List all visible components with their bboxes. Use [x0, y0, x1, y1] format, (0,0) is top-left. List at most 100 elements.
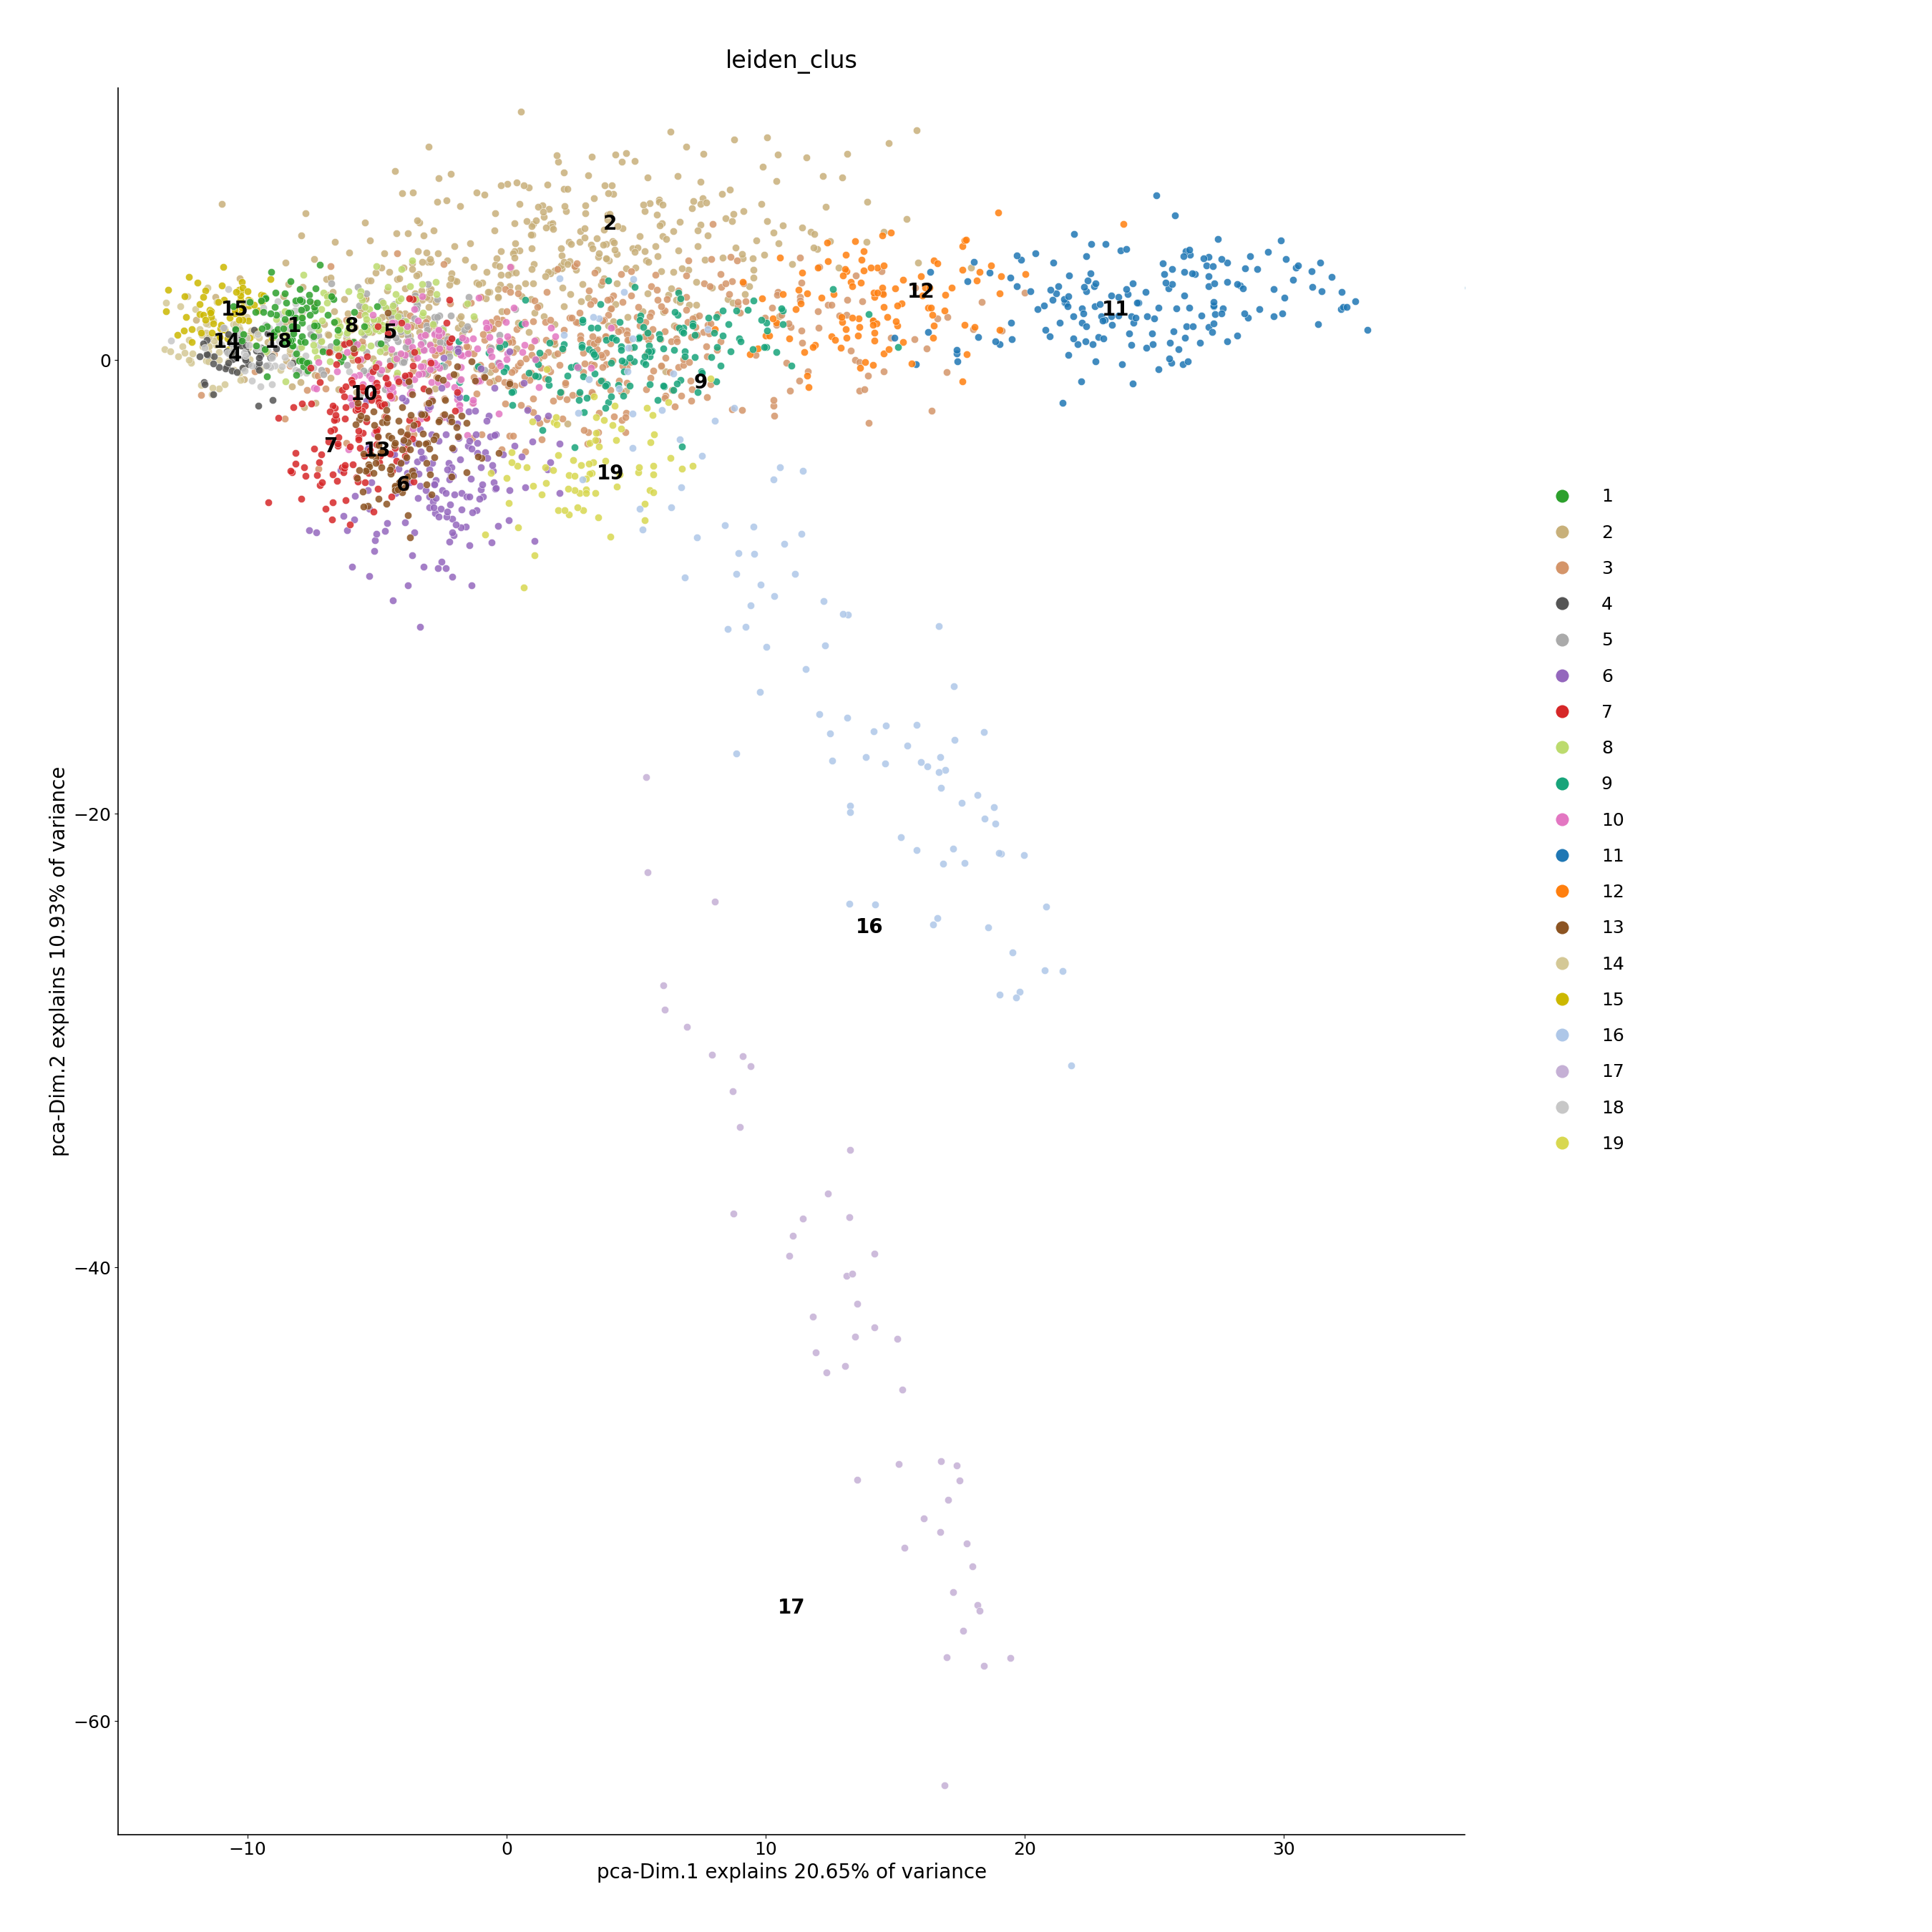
Point: [786, 288, 817, 319]
Point: [638, 477, 668, 508]
Point: [315, 280, 346, 311]
Point: [255, 265, 286, 296]
Point: [417, 309, 448, 340]
Point: [413, 377, 444, 408]
Point: [643, 319, 674, 350]
Point: [665, 284, 696, 315]
Point: [609, 346, 639, 377]
Point: [848, 375, 879, 406]
Point: [1078, 270, 1109, 301]
Point: [392, 365, 423, 396]
Point: [752, 122, 782, 153]
Point: [238, 315, 269, 346]
Point: [578, 301, 609, 332]
Point: [440, 265, 471, 296]
Point: [869, 748, 900, 779]
Point: [384, 468, 415, 498]
Point: [222, 323, 253, 354]
Point: [286, 321, 317, 352]
Point: [736, 1051, 767, 1082]
Point: [601, 240, 632, 270]
Point: [328, 500, 359, 531]
Point: [195, 301, 226, 332]
Point: [230, 342, 261, 373]
Point: [348, 375, 379, 406]
Point: [381, 344, 412, 375]
Point: [377, 481, 408, 512]
Point: [216, 355, 247, 386]
Point: [454, 529, 485, 560]
Point: [328, 452, 359, 483]
Point: [827, 301, 858, 332]
Point: [361, 292, 392, 323]
Point: [595, 328, 626, 359]
Point: [668, 317, 699, 348]
Point: [410, 398, 440, 429]
Point: [298, 352, 328, 383]
Point: [464, 365, 495, 396]
Point: [354, 226, 384, 257]
Point: [346, 344, 377, 375]
Point: [290, 460, 321, 491]
Point: [354, 294, 384, 325]
Point: [831, 1262, 862, 1293]
Point: [369, 516, 400, 547]
Point: [591, 348, 622, 379]
Point: [379, 471, 410, 502]
Point: [485, 251, 516, 282]
Point: [547, 240, 578, 270]
Point: [243, 348, 274, 379]
Point: [280, 338, 311, 369]
Point: [361, 419, 392, 450]
Point: [243, 355, 274, 386]
Point: [270, 321, 301, 352]
Point: [587, 305, 618, 336]
Point: [952, 267, 983, 298]
Point: [670, 282, 701, 313]
Point: [696, 342, 726, 373]
Point: [442, 423, 473, 454]
Point: [701, 299, 732, 330]
Point: [276, 311, 307, 342]
Point: [446, 477, 477, 508]
Point: [589, 392, 620, 423]
Point: [375, 294, 406, 325]
Point: [781, 294, 811, 325]
Point: [520, 325, 551, 355]
Point: [327, 342, 357, 373]
Point: [243, 390, 274, 421]
Point: [663, 352, 694, 383]
Point: [524, 338, 554, 369]
Point: [423, 361, 454, 392]
Point: [784, 365, 815, 396]
Point: [576, 458, 607, 489]
Point: [784, 241, 815, 272]
Point: [599, 305, 630, 336]
Point: [334, 309, 365, 340]
Point: [804, 313, 835, 344]
Point: [182, 267, 213, 298]
Point: [547, 404, 578, 435]
Point: [614, 342, 645, 373]
Point: [373, 323, 404, 354]
Point: [413, 274, 444, 305]
Point: [305, 325, 336, 355]
Point: [259, 321, 290, 352]
Point: [502, 166, 533, 197]
Point: [923, 757, 954, 788]
Point: [357, 303, 388, 334]
Point: [668, 562, 699, 593]
Point: [276, 371, 307, 402]
Point: [255, 342, 286, 373]
Point: [396, 253, 427, 284]
Point: [524, 348, 554, 379]
Point: [611, 319, 641, 350]
Point: [253, 338, 284, 369]
Point: [280, 288, 311, 319]
Point: [682, 522, 713, 553]
Point: [873, 334, 904, 365]
Point: [301, 359, 332, 390]
Point: [390, 421, 421, 452]
Point: [815, 290, 846, 321]
Point: [240, 290, 270, 321]
